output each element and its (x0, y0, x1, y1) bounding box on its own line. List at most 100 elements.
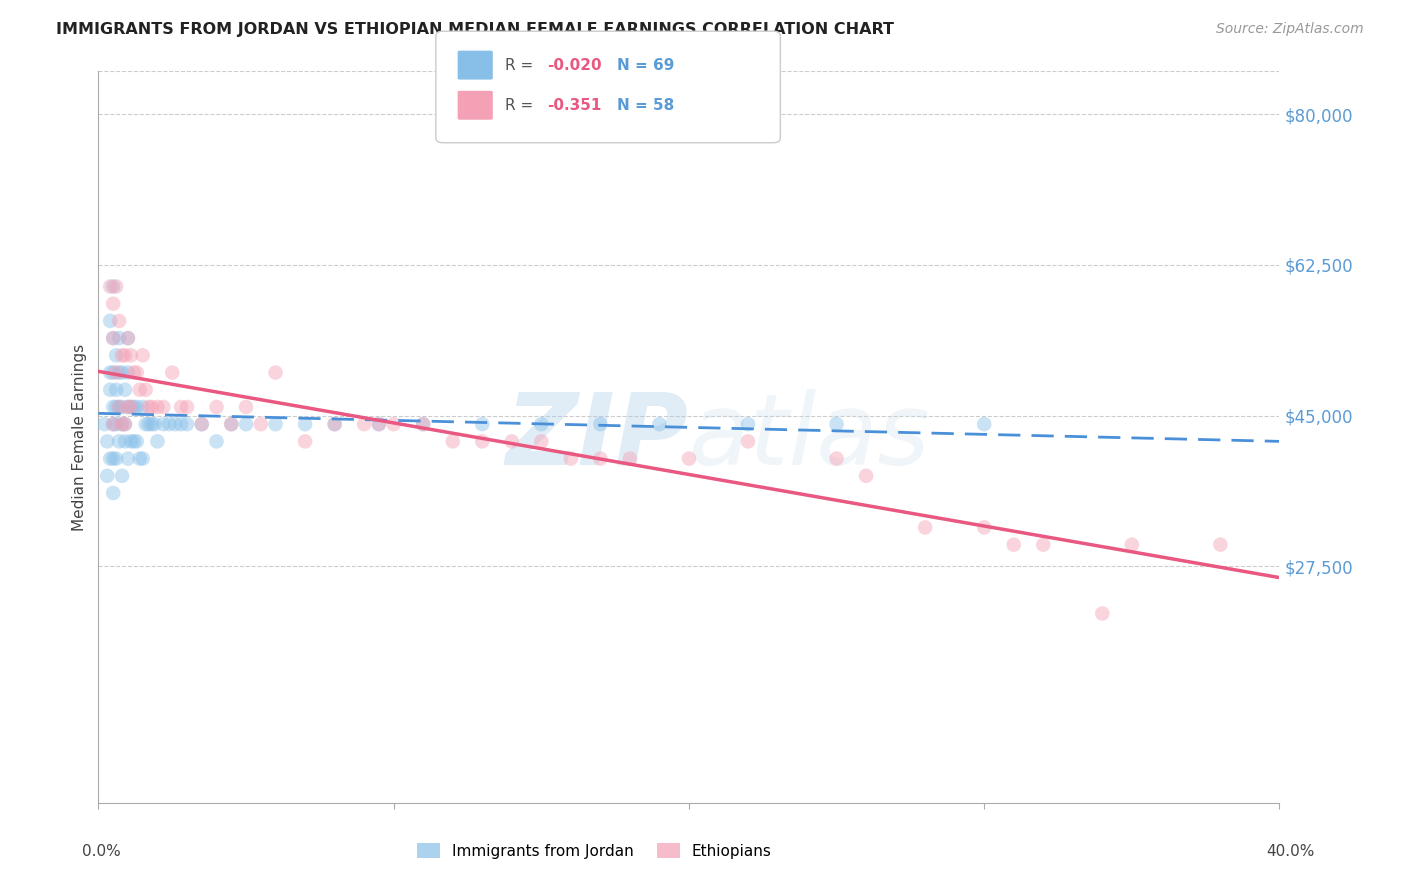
Point (825, 451, 848, 466)
Point (1091, 607, 1114, 621)
Point (165, 417, 187, 432)
Point (141, 417, 163, 432)
Point (108, 366, 131, 380)
Point (98, 314, 121, 328)
Point (117, 451, 139, 466)
Text: -0.351: -0.351 (547, 98, 602, 112)
Text: R =: R = (505, 58, 538, 72)
Y-axis label: Median Female Earnings: Median Female Earnings (72, 343, 87, 531)
Point (103, 331, 125, 345)
Point (105, 383, 128, 397)
Point (264, 417, 287, 432)
Point (973, 417, 995, 432)
Point (108, 434, 131, 449)
Point (135, 383, 157, 397)
Point (98, 383, 121, 397)
Point (619, 451, 641, 466)
Point (132, 451, 155, 466)
Point (103, 296, 125, 310)
Point (105, 348, 128, 362)
Point (152, 417, 174, 432)
Point (114, 434, 136, 449)
Point (117, 331, 139, 345)
Point (120, 400, 142, 414)
Point (122, 366, 145, 380)
Point (914, 520, 936, 534)
Point (368, 417, 391, 432)
Text: Source: ZipAtlas.com: Source: ZipAtlas.com (1216, 22, 1364, 37)
Point (205, 434, 228, 449)
Point (98, 366, 121, 380)
Text: atlas: atlas (689, 389, 931, 485)
Point (412, 417, 434, 432)
Point (250, 417, 273, 432)
Text: IMMIGRANTS FROM JORDAN VS ETHIOPIAN MEDIAN FEMALE EARNINGS CORRELATION CHART: IMMIGRANTS FROM JORDAN VS ETHIOPIAN MEDI… (56, 22, 894, 37)
Point (98, 451, 121, 466)
Point (125, 434, 148, 449)
Point (111, 366, 134, 380)
Point (1032, 538, 1054, 552)
Point (103, 451, 125, 466)
Point (264, 366, 287, 380)
Point (501, 434, 523, 449)
Point (157, 417, 180, 432)
Point (111, 417, 134, 432)
Point (530, 434, 553, 449)
Point (120, 348, 142, 362)
Point (176, 400, 198, 414)
Point (135, 417, 157, 432)
Point (103, 486, 125, 500)
Point (105, 451, 128, 466)
Point (143, 417, 166, 432)
Point (125, 400, 148, 414)
Point (128, 383, 150, 397)
Point (471, 417, 494, 432)
Point (678, 451, 700, 466)
Point (471, 434, 494, 449)
Point (589, 451, 612, 466)
Point (108, 400, 131, 414)
Point (125, 366, 148, 380)
Point (117, 331, 139, 345)
Point (103, 366, 125, 380)
Point (205, 400, 228, 414)
Point (117, 366, 139, 380)
Point (93, 417, 115, 432)
Point (111, 400, 134, 414)
Text: 0.0%: 0.0% (82, 845, 121, 859)
Text: R =: R = (505, 98, 538, 112)
Point (105, 417, 128, 432)
Point (108, 314, 131, 328)
Point (737, 417, 759, 432)
Point (412, 417, 434, 432)
Point (132, 348, 155, 362)
Point (120, 434, 142, 449)
Point (1121, 538, 1143, 552)
Point (111, 417, 134, 432)
Point (108, 331, 131, 345)
Point (294, 434, 316, 449)
Point (114, 417, 136, 432)
Point (221, 417, 243, 432)
Point (117, 400, 139, 414)
Point (103, 417, 125, 432)
Point (141, 400, 163, 414)
Point (855, 468, 877, 483)
Legend: Immigrants from Jordan, Ethiopians: Immigrants from Jordan, Ethiopians (411, 837, 778, 864)
Point (1209, 538, 1232, 552)
Point (96, 468, 118, 483)
Point (191, 417, 214, 432)
Point (170, 417, 193, 432)
Point (122, 434, 145, 449)
Point (221, 417, 243, 432)
Point (98, 279, 121, 293)
Point (441, 434, 464, 449)
Text: 40.0%: 40.0% (1267, 845, 1315, 859)
Point (103, 279, 125, 293)
Point (530, 417, 553, 432)
Point (589, 417, 612, 432)
Point (191, 417, 214, 432)
Point (114, 417, 136, 432)
Point (105, 400, 128, 414)
Point (128, 451, 150, 466)
